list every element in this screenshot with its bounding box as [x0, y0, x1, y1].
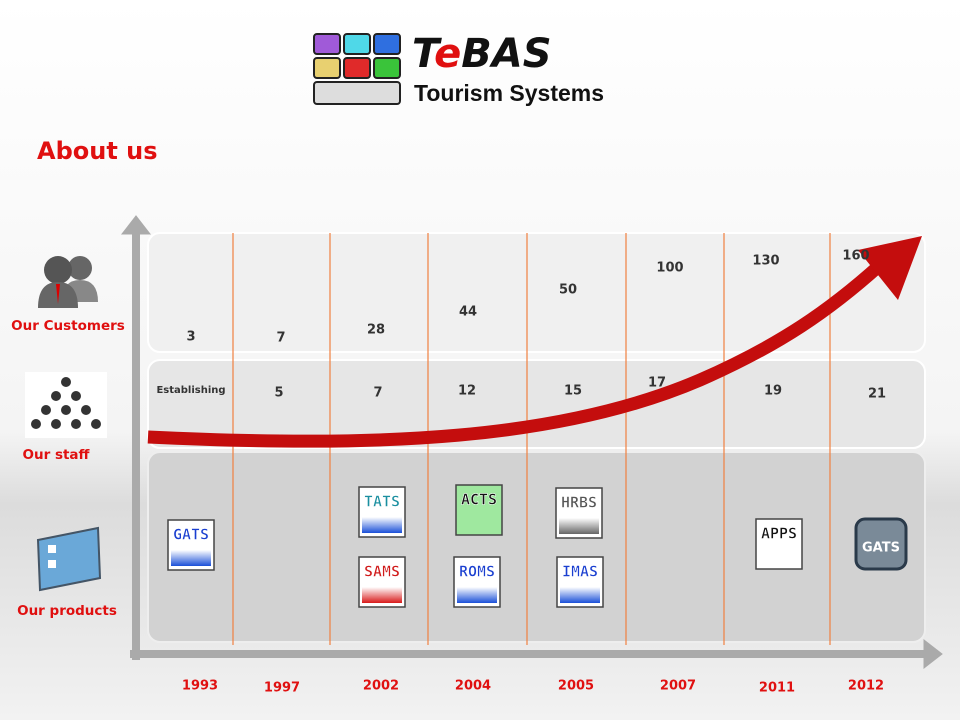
product-icon: [854, 517, 908, 571]
staff-count: 17: [648, 376, 666, 391]
axes: [120, 215, 943, 670]
product-stripe: [362, 587, 402, 603]
product-badge: [755, 518, 803, 570]
row-label: Our Customers: [11, 318, 125, 334]
staff-count: 7: [373, 386, 382, 401]
customer-count: 100: [656, 261, 683, 276]
product-name: IMAS: [562, 563, 598, 581]
year-label: 2011: [759, 681, 795, 696]
staff-count: 12: [458, 384, 476, 399]
product-name: ROMS: [459, 563, 495, 581]
heading: About us: [37, 137, 158, 165]
customer-count: 50: [559, 283, 577, 298]
product-name: ACTS: [461, 491, 497, 509]
year-label: 1997: [264, 681, 300, 696]
row-label: Our staff: [23, 447, 91, 463]
staff-icon: [25, 372, 107, 438]
staff-count: 15: [564, 384, 582, 399]
product-stripe: [362, 517, 402, 533]
products-icon: [36, 526, 102, 592]
logo-title: TeBAS: [412, 31, 552, 77]
product-name: GATS: [173, 526, 209, 544]
customers-icon: [38, 256, 98, 308]
customer-count: 28: [367, 323, 385, 338]
staff-count: Establishing: [156, 385, 225, 396]
logo-icon: [313, 33, 401, 105]
product-stripe: [560, 587, 600, 603]
staff-count: 21: [868, 387, 886, 402]
product-name: TATS: [364, 493, 400, 511]
product-badge: [455, 484, 503, 536]
year-label: 2004: [455, 679, 491, 694]
customer-count: 130: [752, 254, 779, 269]
product-name: SAMS: [364, 563, 400, 581]
product-name: APPS: [761, 525, 797, 543]
product-stripe: [457, 587, 497, 603]
year-label: 2005: [558, 679, 594, 694]
logo-title-end: BAS: [461, 31, 551, 77]
customer-count: 44: [459, 305, 477, 320]
customer-count: 160: [842, 249, 869, 264]
staff-panel: [147, 359, 926, 449]
year-label: 2007: [660, 679, 696, 694]
logo-title-accent: e: [434, 31, 461, 77]
customers-panel: [147, 232, 926, 353]
customer-count: 3: [186, 330, 195, 345]
year-label: 2012: [848, 679, 884, 694]
row-label: Our products: [17, 603, 117, 619]
product-name: HRBS: [561, 494, 597, 512]
year-label: 2002: [363, 679, 399, 694]
staff-count: 5: [274, 386, 283, 401]
product-stripe: [559, 518, 599, 534]
year-label: 1993: [182, 679, 218, 694]
products-panel: [147, 451, 926, 643]
growth-arrow: [147, 236, 922, 448]
product-name: GATS: [862, 541, 900, 556]
column-dividers: [232, 233, 831, 645]
staff-count: 19: [764, 384, 782, 399]
customer-count: 7: [276, 331, 285, 346]
logo-subtitle: Tourism Systems: [414, 80, 604, 106]
product-stripe: [171, 550, 211, 566]
content: 1993 1997 2002 2004 2005 2007 2011 2012 3 7 28 44 50…: [156, 249, 908, 696]
